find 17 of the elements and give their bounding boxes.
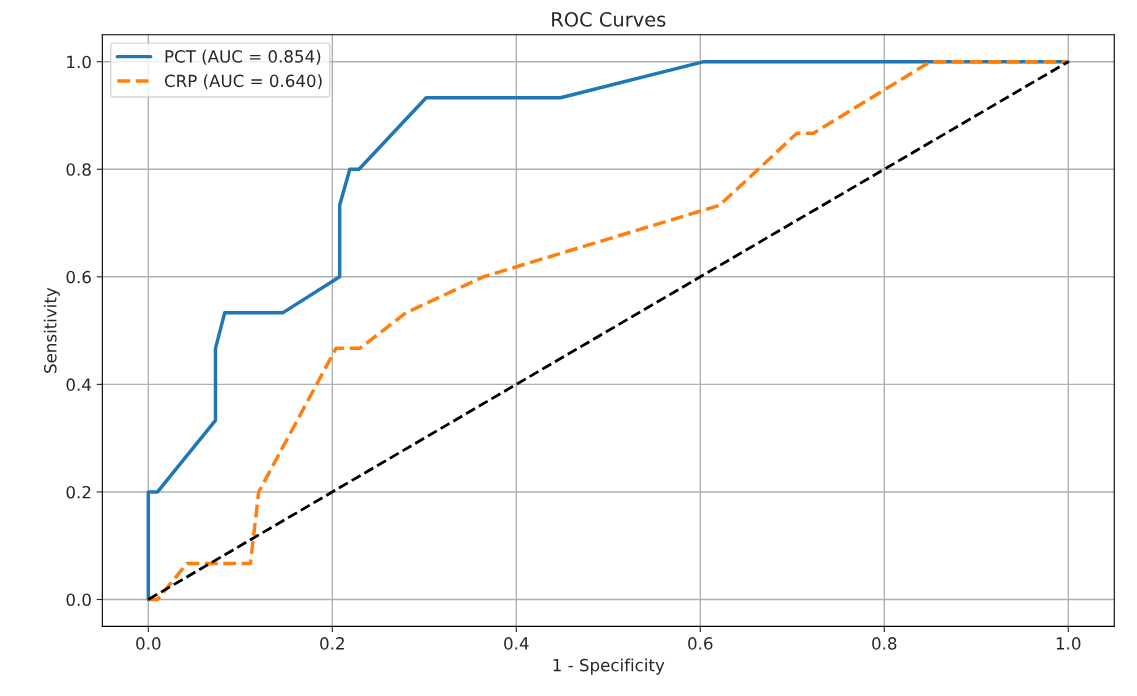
x-tick-label: 0.8 (872, 637, 897, 650)
y-tick-label: 1.0 (67, 55, 91, 69)
y-axis-title: Sensitivity (43, 287, 60, 373)
x-tick-label: 1.0 (1056, 637, 1081, 650)
x-axis-title: 1 - Specificity (553, 658, 665, 675)
x-tick-label: 0.2 (320, 637, 344, 650)
y-tick-label: 0.8 (66, 163, 91, 176)
x-tick-label: 0.0 (136, 637, 161, 650)
y-tick-label: 0.0 (66, 593, 91, 607)
y-tick-label: 0.4 (66, 378, 91, 391)
chart-title: ROC Curves (552, 12, 666, 27)
x-tick-label: 0.4 (504, 637, 529, 650)
y-tick-label: 0.2 (66, 485, 91, 499)
legend-label: PCT (AUC = 0.854) (165, 49, 321, 65)
y-tick-label: 0.6 (66, 270, 91, 284)
x-tick-label: 0.6 (688, 637, 713, 650)
legend-label: CRP (AUC = 0.640) (164, 74, 322, 90)
